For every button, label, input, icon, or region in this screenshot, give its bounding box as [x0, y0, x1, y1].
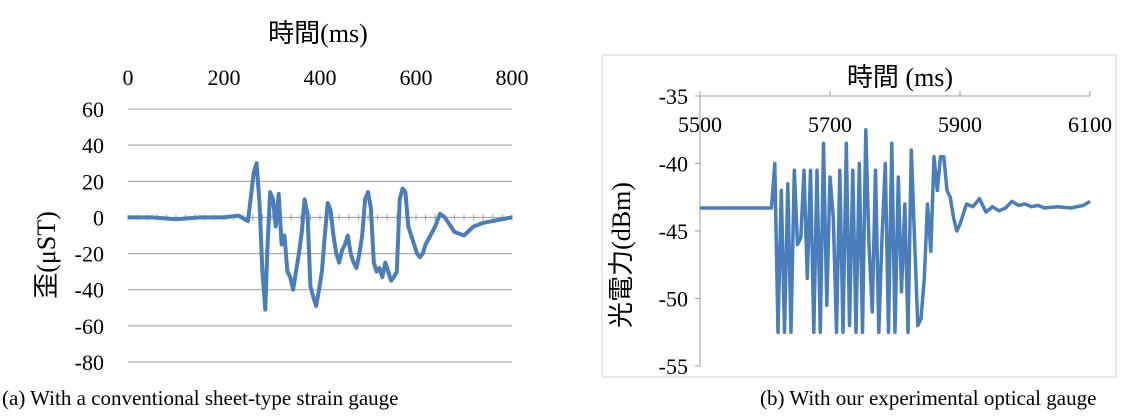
chart-b-x-tick-label: 5500: [678, 112, 722, 137]
chart-a-x-tick-label: 800: [496, 65, 529, 90]
chart-a-x-tick-label: 400: [304, 65, 337, 90]
chart-b-y-tick-label: -35: [659, 84, 688, 109]
chart-a-gridlines: [127, 108, 513, 363]
chart-a-y-tick-label: 20: [82, 169, 104, 194]
chart-a-x-axis-title: 時間(ms): [268, 19, 368, 48]
chart-a-x-tick-labels: 0 200 400 600 800: [123, 65, 529, 90]
chart-a-x-tick-label: 0: [123, 65, 134, 90]
chart-a-y-axis-title: 歪(μST): [32, 211, 61, 299]
chart-b-x-tick-label: 6100: [1068, 112, 1112, 137]
chart-b-axes: [695, 91, 1091, 367]
chart-b-plot-frame: [601, 54, 1117, 378]
chart-a-y-tick-label: -40: [75, 278, 104, 303]
chart-a-strain-gauge: 時間(ms) 歪(μST) 0 200 400 600 800 6040200-20-4…: [32, 19, 529, 375]
chart-a-y-tick-label: 40: [82, 133, 104, 158]
chart-b-series: [700, 128, 1091, 335]
chart-a-x-tick-label: 200: [208, 65, 241, 90]
chart-b-x-tick-label: 5700: [808, 112, 852, 137]
chart-a-y-tick-label: 60: [82, 97, 104, 122]
chart-a-y-tick-label: 0: [93, 205, 104, 230]
chart-b-y-tick-labels: -35 -40 -45 -50 -55: [659, 84, 688, 379]
chart-b-y-tick-label: -40: [659, 152, 688, 177]
chart-b-y-axis-title: 光電力(dBm): [607, 182, 636, 328]
chart-b-x-tick-labels: 5500 5700 5900 6100: [678, 112, 1112, 137]
chart-a-y-tick-label: -60: [75, 314, 104, 339]
chart-a-x-tick-label: 600: [400, 65, 433, 90]
chart-a-y-tick-label: -20: [75, 242, 104, 267]
chart-a-y-tick-label: -80: [75, 350, 104, 375]
caption-a: (a) With a conventional sheet-type strai…: [2, 386, 399, 410]
chart-a-y-tick-labels: 60 40 20 0 -20 -40 -60 -80: [75, 97, 104, 375]
chart-b-x-axis-title: 時間 (ms): [847, 63, 953, 92]
chart-b-y-tick-label: -55: [659, 354, 688, 379]
caption-b: (b) With our experimental optical gauge: [760, 386, 1097, 410]
chart-b-x-tick-label: 5900: [938, 112, 982, 137]
chart-b-optical-gauge: 時間 (ms) 光電力(dBm) 5500 5700 5900 6100 -35 -40…: [601, 54, 1117, 379]
chart-a-series: [128, 161, 513, 312]
chart-a-series-line: [128, 161, 513, 312]
chart-b-y-tick-label: -45: [659, 219, 688, 244]
chart-b-y-tick-label: -50: [659, 287, 688, 312]
chart-b-series-line: [700, 128, 1091, 335]
